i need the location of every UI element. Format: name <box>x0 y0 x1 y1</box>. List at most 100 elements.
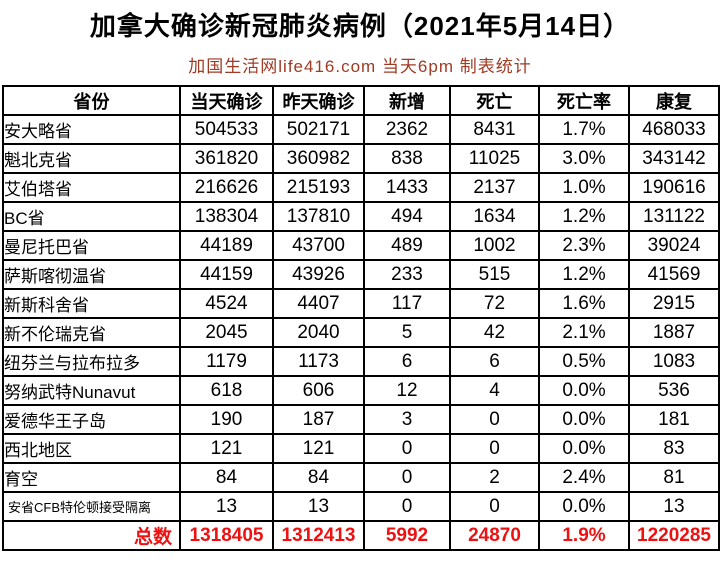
cell-yesterday: 215193 <box>272 172 365 203</box>
cell-total-today: 1318405 <box>179 520 274 551</box>
table-row: 曼尼托巴省 44189 43700 489 1002 2.3% 39024 <box>2 230 720 261</box>
cell-deaths: 11025 <box>449 143 540 174</box>
cell-yesterday: 121 <box>272 433 365 464</box>
cell-new-cases: 117 <box>363 288 451 319</box>
cell-deaths: 2137 <box>449 172 540 203</box>
cell-deaths: 1634 <box>449 201 540 232</box>
cell-new-cases: 12 <box>363 375 451 406</box>
cell-province: 纽芬兰与拉布拉多 <box>2 346 181 377</box>
cell-today: 190 <box>179 404 274 435</box>
cell-death-rate: 0.0% <box>538 433 630 464</box>
cell-new-cases: 838 <box>363 143 451 174</box>
cell-new-cases: 1433 <box>363 172 451 203</box>
table-row: 新不伦瑞克省 2045 2040 5 42 2.1% 1887 <box>2 317 720 348</box>
cell-recovered: 343142 <box>628 143 720 174</box>
cell-death-rate: 1.2% <box>538 259 630 290</box>
cell-today: 121 <box>179 433 274 464</box>
cell-province: 西北地区 <box>2 433 181 464</box>
cell-deaths: 515 <box>449 259 540 290</box>
cell-new-cases: 494 <box>363 201 451 232</box>
cell-death-rate: 1.0% <box>538 172 630 203</box>
cell-death-rate: 0.0% <box>538 375 630 406</box>
cell-death-rate: 2.1% <box>538 317 630 348</box>
cell-province: 萨斯喀彻温省 <box>2 259 181 290</box>
column-header-today-confirmed: 当天确诊 <box>179 85 274 116</box>
cell-today: 84 <box>179 462 274 493</box>
cell-new-cases: 6 <box>363 346 451 377</box>
cell-today: 13 <box>179 491 274 522</box>
cell-province: 曼尼托巴省 <box>2 230 181 261</box>
cell-total-new-cases: 5992 <box>363 520 451 551</box>
cell-total-death-rate: 1.9% <box>538 520 630 551</box>
cell-yesterday: 43926 <box>272 259 365 290</box>
table-header-row: 省份 当天确诊 昨天确诊 新增 死亡 死亡率 康复 <box>2 85 720 116</box>
table-row: 魁北克省 361820 360982 838 11025 3.0% 343142 <box>2 143 720 174</box>
table-row: 西北地区 121 121 0 0 0.0% 83 <box>2 433 720 464</box>
cell-total-recovered: 1220285 <box>628 520 720 551</box>
cell-recovered: 41569 <box>628 259 720 290</box>
cell-total-yesterday: 1312413 <box>272 520 365 551</box>
cell-province: 努纳武特Nunavut <box>2 375 181 406</box>
cell-deaths: 6 <box>449 346 540 377</box>
cell-deaths: 8431 <box>449 114 540 145</box>
cell-province: 新不伦瑞克省 <box>2 317 181 348</box>
table-row: 安大略省 504533 502171 2362 8431 1.7% 468033 <box>2 114 720 145</box>
cell-recovered: 181 <box>628 404 720 435</box>
covid-stats-table: 省份 当天确诊 昨天确诊 新增 死亡 死亡率 康复 安大略省 504533 50… <box>2 85 720 551</box>
table-row: 萨斯喀彻温省 44159 43926 233 515 1.2% 41569 <box>2 259 720 290</box>
table-row: 安省CFB特伦顿接受隔离 13 13 0 0 0.0% 13 <box>2 491 720 522</box>
cell-deaths: 1002 <box>449 230 540 261</box>
cell-recovered: 1083 <box>628 346 720 377</box>
cell-deaths: 0 <box>449 491 540 522</box>
cell-yesterday: 43700 <box>272 230 365 261</box>
cell-new-cases: 2362 <box>363 114 451 145</box>
column-header-recovered: 康复 <box>628 85 720 116</box>
cell-death-rate: 3.0% <box>538 143 630 174</box>
cell-recovered: 536 <box>628 375 720 406</box>
cell-today: 138304 <box>179 201 274 232</box>
cell-recovered: 2915 <box>628 288 720 319</box>
cell-death-rate: 0.5% <box>538 346 630 377</box>
cell-death-rate: 0.0% <box>538 404 630 435</box>
cell-total-deaths: 24870 <box>449 520 540 551</box>
cell-death-rate: 0.0% <box>538 491 630 522</box>
cell-recovered: 131122 <box>628 201 720 232</box>
cell-death-rate: 2.3% <box>538 230 630 261</box>
cell-yesterday: 606 <box>272 375 365 406</box>
cell-deaths: 42 <box>449 317 540 348</box>
table-row: 新斯科舍省 4524 4407 117 72 1.6% 2915 <box>2 288 720 319</box>
cell-province: 新斯科舍省 <box>2 288 181 319</box>
cell-province: 爱德华王子岛 <box>2 404 181 435</box>
cell-recovered: 1887 <box>628 317 720 348</box>
column-header-deaths: 死亡 <box>449 85 540 116</box>
cell-province: 安大略省 <box>2 114 181 145</box>
cell-new-cases: 0 <box>363 491 451 522</box>
cell-yesterday: 13 <box>272 491 365 522</box>
cell-death-rate: 1.7% <box>538 114 630 145</box>
cell-today: 4524 <box>179 288 274 319</box>
cell-yesterday: 187 <box>272 404 365 435</box>
page-subtitle: 加国生活网life416.com 当天6pm 制表统计 <box>188 57 532 76</box>
cell-today: 44159 <box>179 259 274 290</box>
column-header-new-cases: 新增 <box>363 85 451 116</box>
cell-new-cases: 3 <box>363 404 451 435</box>
cell-deaths: 2 <box>449 462 540 493</box>
cell-death-rate: 2.4% <box>538 462 630 493</box>
cell-recovered: 83 <box>628 433 720 464</box>
cell-province: 安省CFB特伦顿接受隔离 <box>2 491 181 522</box>
cell-new-cases: 0 <box>363 462 451 493</box>
page-title: 加拿大确诊新冠肺炎病例（2021年5月14日） <box>89 11 631 41</box>
cell-today: 2045 <box>179 317 274 348</box>
table-row: BC省 138304 137810 494 1634 1.2% 131122 <box>2 201 720 232</box>
cell-death-rate: 1.6% <box>538 288 630 319</box>
cell-province: 艾伯塔省 <box>2 172 181 203</box>
column-header-yesterday-confirmed: 昨天确诊 <box>272 85 365 116</box>
cell-recovered: 39024 <box>628 230 720 261</box>
cell-new-cases: 233 <box>363 259 451 290</box>
cell-deaths: 72 <box>449 288 540 319</box>
cell-yesterday: 1173 <box>272 346 365 377</box>
cell-province: 魁北克省 <box>2 143 181 174</box>
cell-today: 361820 <box>179 143 274 174</box>
cell-province: 育空 <box>2 462 181 493</box>
cell-yesterday: 360982 <box>272 143 365 174</box>
